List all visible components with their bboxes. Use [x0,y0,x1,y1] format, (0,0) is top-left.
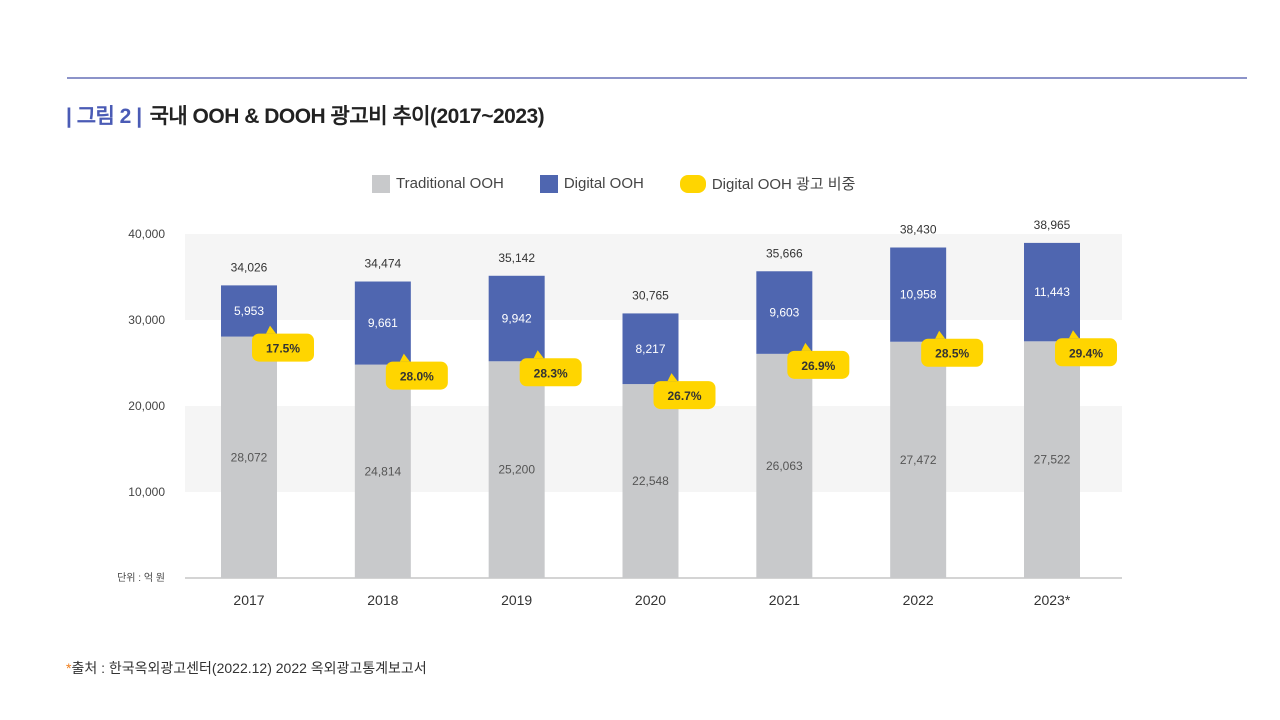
share-bubble [1055,338,1117,367]
bubble-tail [935,330,946,339]
label-digital: 9,942 [502,312,532,326]
bar-traditional [488,361,545,578]
label-digital: 9,661 [368,316,398,330]
chart-title: | 그림 2 | 국내 OOH & DOOH 광고비 추이(2017~2023) [66,100,545,130]
source-text: 출처 : 한국옥외광고센터(2022.12) 2022 옥외광고통계보고서 [71,660,427,676]
y-tick-label: 10,000 [128,485,165,499]
x-tick-label: 2023* [1034,592,1071,608]
label-traditional: 28,072 [231,450,268,464]
label-traditional: 22,548 [632,474,669,488]
label-share: 28.5% [935,347,969,361]
label-digital: 11,443 [1034,285,1070,299]
share-bubble [519,358,582,387]
legend-digital: Digital OOH [539,174,644,193]
speech-bubble-icon [679,174,706,193]
bar-traditional [354,364,411,578]
share-bubble [385,361,448,390]
bar-digital [488,275,545,362]
legend-label-share: Digital OOH 광고 비중 [711,176,856,193]
bar-digital [221,285,277,337]
label-total: 34,474 [364,257,401,271]
label-digital: 10,958 [900,288,937,302]
top-rule [67,77,1247,79]
x-tick-label: 2020 [635,592,666,608]
y-tick-label: 30,000 [128,313,165,327]
bar-digital [1024,242,1080,342]
source-marker: * [66,660,72,676]
share-bubble [921,338,984,367]
bubble-tail [266,325,276,334]
label-total: 34,026 [231,260,268,274]
bar-digital [354,281,411,365]
bar-digital [756,271,813,354]
unit-label: 단위 : 억 원 [117,571,165,584]
label-share: 29.4% [1069,346,1103,360]
legend-swatch-digital [539,174,558,193]
bar-traditional [756,353,813,578]
label-total: 35,142 [498,251,535,265]
label-traditional: 25,200 [498,463,535,477]
figure-label: | 그림 2 | [66,105,142,128]
share-bubble [252,333,314,362]
bar-traditional [221,336,277,578]
x-tick-label: 2021 [769,592,800,608]
share-bubble [787,350,850,379]
label-total: 30,765 [632,288,669,302]
label-share: 17.5% [266,342,300,356]
legend: Traditional OOH Digital OOH Digital OOH … [372,173,855,194]
label-total: 38,430 [900,223,937,237]
x-tick-label: 2019 [501,592,532,608]
x-tick-label: 2017 [233,592,264,608]
label-share: 28.0% [400,370,434,384]
bubble-tail [667,373,678,382]
label-share: 26.7% [667,389,701,403]
bubble-tail [399,353,410,362]
label-share: 28.3% [534,366,568,380]
label-digital: 5,953 [234,304,264,318]
legend-traditional: Traditional OOH [372,174,504,193]
label-traditional: 26,063 [766,459,803,473]
bar-digital [622,313,679,385]
bar-digital [890,247,947,342]
bar-traditional [622,384,679,578]
label-digital: 8,217 [635,342,665,356]
label-share: 26.9% [801,359,835,373]
legend-label-traditional: Traditional OOH [396,175,504,192]
bubble-tail [1069,330,1079,339]
legend-swatch-traditional [372,174,390,193]
share-bubble [653,381,716,410]
source-note: *출처 : 한국옥외광고센터(2022.12) 2022 옥외광고통계보고서 [66,658,427,678]
bar-traditional [890,341,947,578]
bar-traditional [1024,341,1080,578]
grid-band [185,234,1122,320]
label-traditional: 27,472 [900,453,937,467]
x-tick-label: 2018 [367,592,398,608]
y-tick-label: 20,000 [128,399,165,413]
y-tick-label: 40,000 [128,227,165,241]
legend-share: Digital OOH 광고 비중 [679,173,856,194]
title-text: 국내 OOH & DOOH 광고비 추이(2017~2023) [149,105,545,128]
x-tick-label: 2022 [903,592,934,608]
label-traditional: 27,522 [1034,453,1071,467]
bubble-tail [801,342,812,351]
label-total: 38,965 [1034,218,1071,232]
label-traditional: 24,814 [364,464,401,478]
label-total: 35,666 [766,246,803,260]
bubble-tail [533,350,544,359]
legend-label-digital: Digital OOH [563,175,644,192]
label-digital: 9,603 [769,306,799,320]
